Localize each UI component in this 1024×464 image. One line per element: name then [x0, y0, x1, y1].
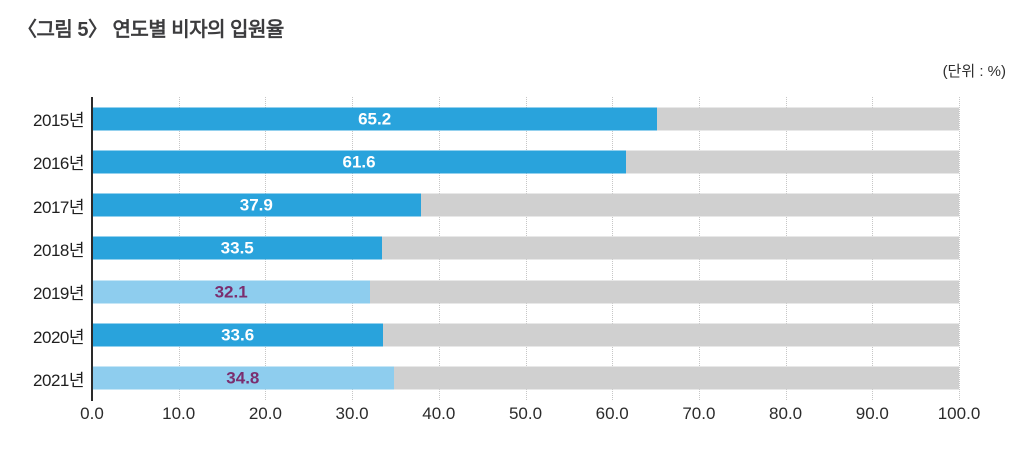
bar-value-label: 37.9: [239, 195, 273, 215]
bar-row: 34.8: [92, 357, 959, 400]
x-axis-ticks: 0.0 10.0 20.0 30.0 40.0 50.0 60.0 70.0 80.0 90.0 1…: [0, 404, 1024, 428]
bar-value-label: 34.8: [226, 368, 260, 388]
bar-row: 37.9: [92, 184, 959, 227]
x-axis-tick-label: 10.0: [162, 404, 196, 423]
y-axis-label: 2020년: [33, 327, 84, 347]
y-axis-label: 2019년: [33, 284, 84, 304]
x-axis-tick-label: 80.0: [769, 404, 803, 423]
bar-fill: 37.9: [92, 193, 421, 217]
bar-fill: 65.2: [92, 107, 658, 131]
bar-fill: 34.8: [92, 366, 394, 390]
y-axis-line: [91, 97, 93, 401]
bar-value-label: 61.6: [342, 152, 376, 172]
x-axis-tick-label: 100.0: [937, 404, 981, 423]
bar-row: 33.5: [92, 227, 959, 270]
y-axis-label: 2018년: [33, 240, 84, 260]
y-axis-label: 2016년: [33, 154, 84, 174]
x-axis-tick-label: 70.0: [682, 404, 716, 423]
chart-title: 〈그림 5〉 연도별 비자의 입원율: [17, 19, 284, 41]
bar-value-label: 32.1: [214, 282, 248, 302]
y-axis-label: 2021년: [33, 370, 84, 390]
x-axis-tick-label: 20.0: [248, 404, 282, 423]
x-axis-tick-label: 40.0: [422, 404, 456, 423]
unit-label: (단위 : %): [942, 63, 1006, 80]
x-axis-tick-label: 90.0: [855, 404, 889, 423]
bar-rows: 65.2 61.6 37.9 33.5 32.1 33.6 34.8: [92, 97, 959, 400]
x-axis-tick-label: 50.0: [508, 404, 543, 423]
x-axis-tick-label: 30.0: [335, 404, 369, 423]
bar-value-label: 33.6: [221, 325, 255, 345]
y-axis-label: 2017년: [33, 197, 84, 217]
x-axis-tick-label: 60.0: [595, 404, 629, 423]
bar-fill: 32.1: [92, 280, 371, 304]
y-axis-label: 2015년: [33, 111, 84, 131]
bar-fill: 33.5: [92, 236, 383, 260]
bar-row: 32.1: [92, 270, 959, 313]
bar-fill: 33.6: [92, 323, 384, 347]
bar-row: 33.6: [92, 313, 959, 356]
bar-value-label: 65.2: [358, 109, 392, 129]
bar-fill: 61.6: [92, 150, 627, 174]
y-axis-labels: 2015년 2016년 2017년 2018년 2019년 2020년 2021년: [0, 97, 84, 400]
plot-area: 65.2 61.6 37.9 33.5 32.1 33.6 34.8: [92, 97, 960, 400]
x-axis-tick-label: 0.0: [80, 404, 104, 423]
bar-row: 61.6: [92, 140, 959, 183]
gridline: [959, 97, 960, 400]
bar-value-label: 33.5: [220, 238, 254, 258]
bar-row: 65.2: [92, 97, 959, 140]
